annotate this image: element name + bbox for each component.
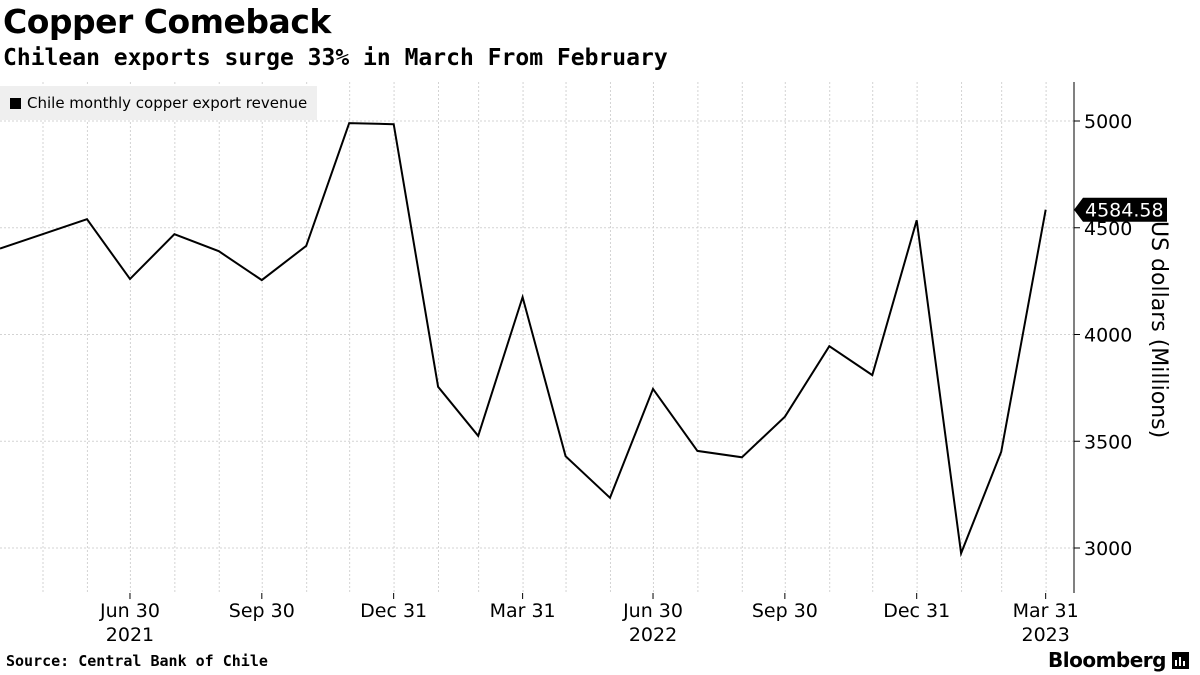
chart-title: Copper Comeback xyxy=(3,2,331,41)
brand-name: Bloomberg xyxy=(1048,648,1166,672)
chart-subtitle: Chilean exports surge 33% in March From … xyxy=(3,45,668,71)
y-tick-label: 3500 xyxy=(1084,431,1132,453)
x-tick-label: Sep 30 xyxy=(752,600,818,622)
source-note: Source: Central Bank of Chile xyxy=(6,652,268,670)
y-tick-label: 4000 xyxy=(1084,325,1132,347)
last-value-badge-shape xyxy=(1074,197,1167,222)
x-tick-label: Mar 31 xyxy=(490,600,556,622)
x-year-label: 2022 xyxy=(629,624,677,646)
series-layer xyxy=(0,122,1047,558)
y-tick-label: 5000 xyxy=(1084,111,1132,133)
x-tick-label: Sep 30 xyxy=(229,600,295,622)
last-value-label: 4584.58 xyxy=(1085,200,1164,222)
legend-label: Chile monthly copper export revenue xyxy=(27,94,308,112)
x-axis-ticks: Jun 30 Sep 30 Dec 31 Mar 31 Jun 30 Sep 30 Dec … xyxy=(99,593,1079,646)
x-tick-label: Mar 31 xyxy=(1013,600,1079,622)
y-tick-label: 3000 xyxy=(1084,538,1132,560)
x-year-label: 2021 xyxy=(106,624,154,646)
y-axis-label: US dollars (Millions) xyxy=(1146,221,1171,438)
x-tick-label: Jun 30 xyxy=(622,600,683,622)
brand-logo: Bloomberg xyxy=(1048,648,1189,672)
y-axis-ticks: 3000 3500 4000 4500 5000 xyxy=(1074,111,1132,560)
legend: Chile monthly copper export revenue xyxy=(0,86,318,120)
x-year-label: 2023 xyxy=(1021,624,1069,646)
series-line xyxy=(0,122,1047,558)
grid-layer xyxy=(0,82,1074,593)
x-tick-label: Dec 31 xyxy=(883,600,950,622)
x-tick-label: Jun 30 xyxy=(99,600,160,622)
legend-swatch xyxy=(10,97,21,109)
last-value-badge: 4584.58 xyxy=(1074,197,1167,222)
bloomberg-terminal-icon xyxy=(1171,651,1189,669)
x-tick-label: Dec 31 xyxy=(360,600,427,622)
y-tick-label: 4500 xyxy=(1084,218,1132,240)
